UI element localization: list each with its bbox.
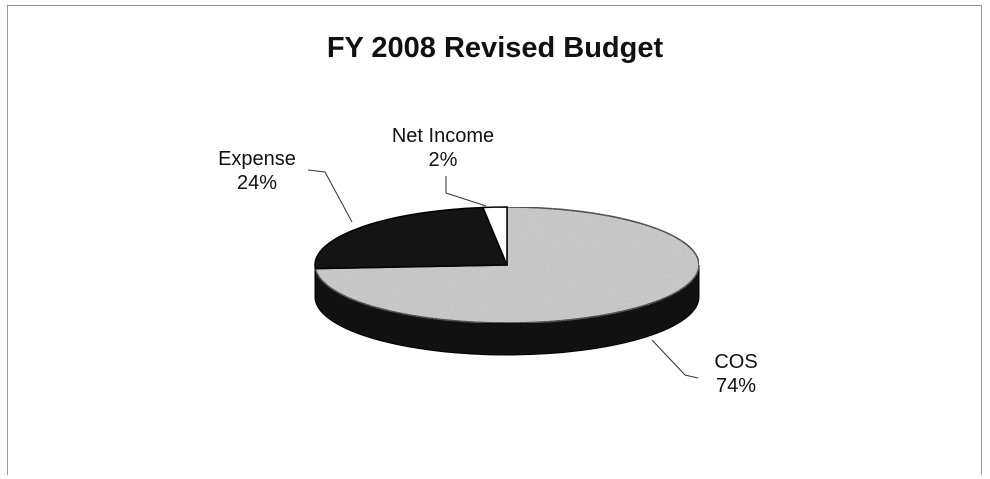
pie-slice-expense (314, 206, 509, 270)
slice-value-net-income: 2% (428, 149, 458, 171)
slice-label-expense: Expense 24% (198, 147, 316, 195)
leader-line-net-income (445, 176, 487, 207)
slice-label-net-income: Net Income 2% (378, 124, 508, 172)
slice-label-cos: COS 74% (692, 350, 780, 398)
pie-slice-net-income (481, 206, 508, 266)
slice-value-cos: 74% (715, 375, 757, 397)
slice-name-net-income: Net Income (391, 125, 495, 147)
slice-name-expense: Expense (218, 148, 296, 170)
slice-name-cos: COS (714, 351, 758, 373)
leader-line-cos (651, 339, 699, 379)
slice-value-expense: 24% (236, 172, 278, 194)
chart-title: FY 2008 Revised Budget (326, 32, 664, 64)
leader-line-expense (307, 169, 353, 223)
chart-frame (7, 5, 982, 475)
